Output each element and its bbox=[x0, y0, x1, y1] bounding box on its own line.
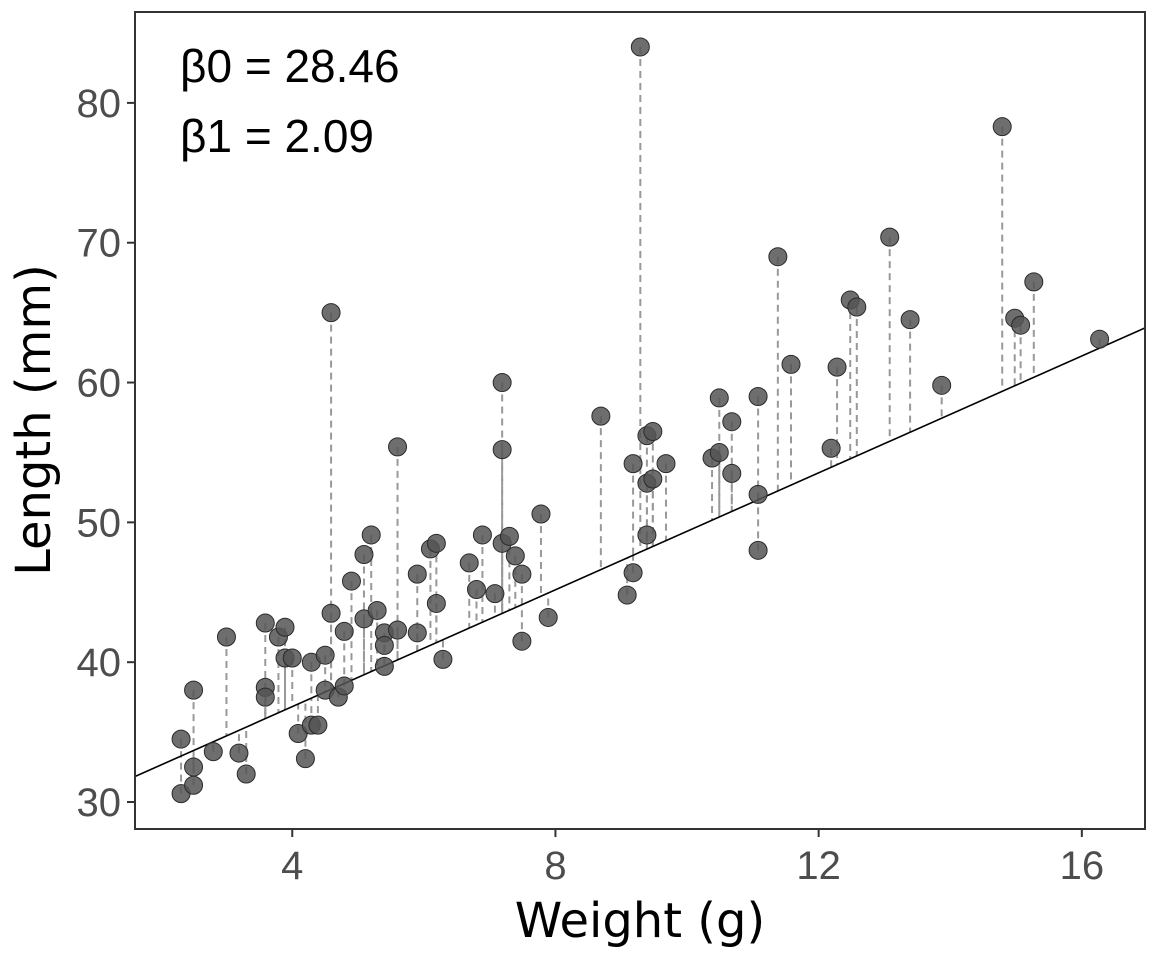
data-point bbox=[531, 504, 551, 524]
data-point bbox=[407, 623, 427, 643]
data-point bbox=[354, 545, 374, 565]
y-tick-label: 30 bbox=[77, 781, 122, 825]
data-point bbox=[275, 617, 295, 637]
data-point bbox=[748, 540, 768, 560]
data-point bbox=[407, 564, 427, 584]
data-point bbox=[308, 715, 328, 735]
data-point bbox=[472, 525, 492, 545]
data-point bbox=[184, 775, 204, 795]
data-point bbox=[709, 388, 729, 408]
x-tick-label: 16 bbox=[1060, 844, 1105, 888]
x-tick-label: 8 bbox=[544, 844, 566, 888]
data-point bbox=[203, 742, 223, 762]
data-point bbox=[459, 553, 479, 573]
data-point bbox=[466, 579, 486, 599]
data-point bbox=[643, 469, 663, 489]
data-point bbox=[492, 440, 512, 460]
data-point bbox=[1090, 329, 1110, 349]
data-point bbox=[433, 649, 453, 669]
data-point bbox=[512, 631, 532, 651]
data-point bbox=[505, 546, 525, 566]
data-point bbox=[334, 676, 354, 696]
data-point bbox=[748, 484, 768, 504]
data-point bbox=[485, 584, 505, 604]
y-axis-ticks: 30 40 50 60 70 80 bbox=[77, 82, 135, 825]
data-point bbox=[656, 454, 676, 474]
data-point bbox=[880, 227, 900, 247]
data-point bbox=[847, 297, 867, 317]
data-point bbox=[617, 585, 637, 605]
data-points bbox=[171, 37, 1110, 804]
y-tick-label: 60 bbox=[77, 362, 122, 406]
data-point bbox=[637, 525, 657, 545]
data-point bbox=[623, 454, 643, 474]
data-point bbox=[827, 357, 847, 377]
data-point bbox=[216, 627, 236, 647]
data-point bbox=[334, 621, 354, 641]
x-tick-label: 12 bbox=[796, 844, 841, 888]
data-point bbox=[630, 37, 650, 57]
annotation-beta1: β1 = 2.09 bbox=[180, 110, 374, 162]
data-point bbox=[768, 247, 788, 267]
data-point bbox=[321, 303, 341, 323]
data-point bbox=[426, 593, 446, 613]
data-point bbox=[722, 463, 742, 483]
data-point bbox=[992, 117, 1012, 137]
regression-line bbox=[134, 327, 1146, 778]
data-point bbox=[184, 680, 204, 700]
data-point bbox=[1011, 315, 1031, 335]
data-point bbox=[722, 412, 742, 432]
data-point bbox=[184, 757, 204, 777]
data-point bbox=[591, 406, 611, 426]
data-point bbox=[367, 600, 387, 620]
data-point bbox=[388, 620, 408, 640]
data-point bbox=[538, 607, 558, 627]
y-axis-title: Length (mm) bbox=[6, 264, 62, 576]
data-point bbox=[255, 613, 275, 633]
data-point bbox=[282, 648, 302, 668]
data-point bbox=[821, 438, 841, 458]
data-point bbox=[321, 603, 341, 623]
data-point bbox=[388, 437, 408, 457]
plot-frame bbox=[134, 11, 1146, 830]
data-point bbox=[255, 687, 275, 707]
data-point bbox=[374, 635, 394, 655]
data-point bbox=[781, 354, 801, 374]
data-point bbox=[748, 387, 768, 407]
y-tick-label: 50 bbox=[77, 501, 122, 545]
data-point bbox=[341, 571, 361, 591]
data-point bbox=[236, 764, 256, 784]
y-tick-label: 40 bbox=[77, 641, 122, 685]
data-point bbox=[171, 729, 191, 749]
x-axis-title: Weight (g) bbox=[515, 893, 765, 949]
data-point bbox=[229, 743, 249, 763]
x-axis-ticks: 4 8 12 16 bbox=[281, 829, 1104, 888]
data-point bbox=[492, 373, 512, 393]
data-point bbox=[709, 442, 729, 462]
data-point bbox=[295, 749, 315, 769]
data-point bbox=[499, 526, 519, 546]
data-point bbox=[932, 375, 952, 395]
data-point bbox=[1024, 272, 1044, 292]
regression-line-group bbox=[134, 327, 1146, 778]
data-point bbox=[426, 533, 446, 553]
data-point bbox=[361, 525, 381, 545]
x-tick-label: 4 bbox=[281, 844, 303, 888]
y-tick-label: 70 bbox=[77, 222, 122, 266]
data-point bbox=[623, 563, 643, 583]
data-point bbox=[900, 310, 920, 330]
y-tick-label: 80 bbox=[77, 82, 122, 126]
annotation-beta0: β0 = 28.46 bbox=[180, 40, 400, 92]
data-point bbox=[374, 656, 394, 676]
data-point bbox=[643, 421, 663, 441]
data-point bbox=[315, 645, 335, 665]
data-point bbox=[512, 564, 532, 584]
